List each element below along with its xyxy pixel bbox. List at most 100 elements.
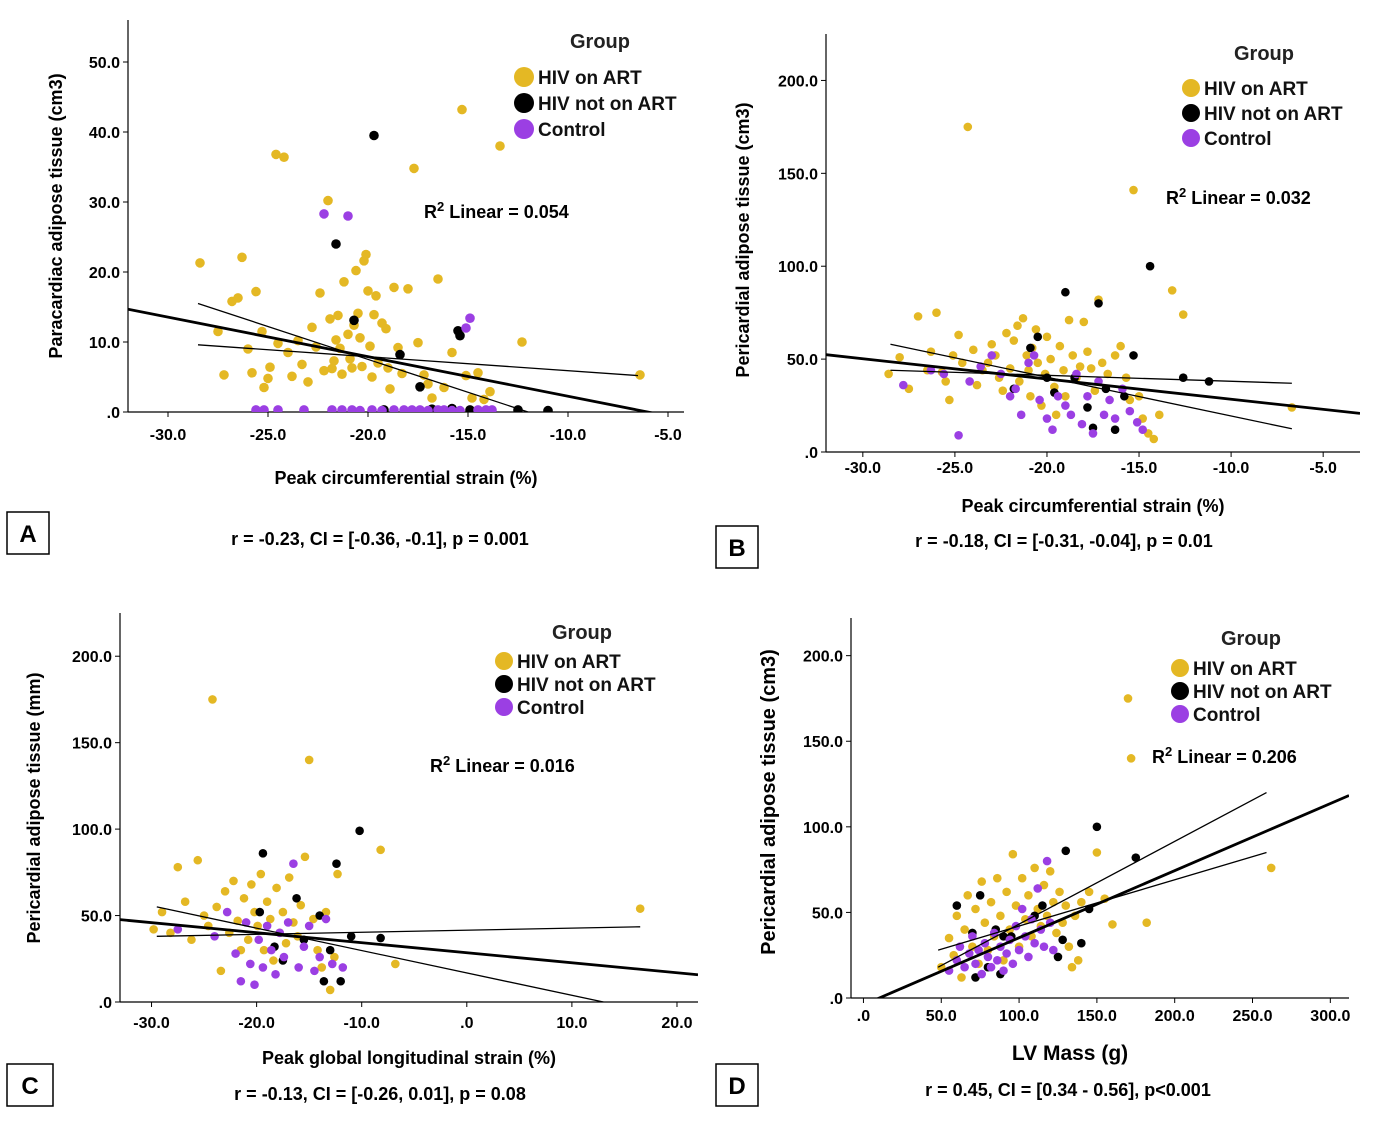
regression-line xyxy=(826,353,1360,415)
y-tick-label: 30.0 xyxy=(89,195,120,212)
data-point-hiv-on-art xyxy=(213,326,223,337)
data-point-hiv-on-art xyxy=(247,880,256,889)
data-point-hiv-not-on-art xyxy=(1110,425,1120,435)
legend-item-label: Control xyxy=(517,698,585,719)
data-point-control xyxy=(1008,959,1018,969)
data-point-hiv-on-art xyxy=(495,141,505,151)
data-point-control xyxy=(1105,395,1114,405)
data-point-control xyxy=(210,932,219,941)
data-point-hiv-on-art xyxy=(229,876,238,886)
data-point-control xyxy=(319,209,329,219)
data-point-hiv-on-art xyxy=(1042,332,1052,342)
legend-item-label: HIV not on ART xyxy=(1204,104,1343,125)
x-tick-label: .0 xyxy=(460,1015,473,1032)
x-axis-label: LV Mass (g) xyxy=(1012,1042,1128,1065)
data-point-control xyxy=(321,914,331,924)
data-point-control xyxy=(999,966,1008,975)
legend-item-label: HIV on ART xyxy=(538,68,642,89)
data-point-hiv-on-art xyxy=(998,386,1008,395)
legend-marker xyxy=(1182,79,1200,97)
data-point-hiv-on-art xyxy=(1068,351,1078,360)
data-point-control xyxy=(389,405,399,412)
legend: Group HIV on ART HIV not on ART Control xyxy=(514,31,677,141)
data-point-hiv-not-on-art xyxy=(292,893,301,903)
legend-item-label: HIV not on ART xyxy=(517,675,656,696)
data-point-hiv-on-art xyxy=(263,373,273,384)
data-point-control xyxy=(1066,410,1076,420)
data-point-control xyxy=(258,963,268,972)
data-point-hiv-on-art xyxy=(303,377,313,387)
data-point-hiv-on-art xyxy=(1061,901,1071,910)
r2-superscript: 2 xyxy=(1165,744,1172,759)
data-point-hiv-not-on-art xyxy=(1129,351,1138,360)
data-point-hiv-on-art xyxy=(279,152,289,162)
data-point-hiv-on-art xyxy=(347,363,357,373)
panel-letter-box xyxy=(6,1063,54,1107)
data-point-control xyxy=(347,405,357,412)
regression-line xyxy=(875,794,1349,998)
data-point-hiv-on-art xyxy=(941,377,950,386)
data-point-hiv-on-art xyxy=(1084,887,1094,897)
data-point-hiv-on-art xyxy=(259,945,269,955)
data-point-hiv-on-art xyxy=(1030,863,1039,873)
data-point-hiv-on-art xyxy=(325,985,335,995)
data-point-control xyxy=(1061,401,1070,410)
panel-c: -30.0 -20.0 -10.0 .0 10.0 20.0 .0 50.0 100.0 150.… xyxy=(6,613,698,1107)
data-point-hiv-on-art xyxy=(239,893,249,903)
legend-title: Group xyxy=(1234,43,1294,65)
data-point-hiv-not-on-art xyxy=(336,976,345,986)
r2-value: Linear = 0.016 xyxy=(450,756,575,776)
data-point-control xyxy=(1099,410,1109,420)
data-point-hiv-on-art xyxy=(1090,386,1100,395)
data-point-control xyxy=(231,949,240,958)
correlation-stats: r = -0.13, CI = [-0.26, 0.01], p = 0.08 xyxy=(234,1084,526,1104)
legend-item-label: HIV not on ART xyxy=(538,94,677,115)
data-point-hiv-not-on-art xyxy=(258,849,268,858)
data-point-control xyxy=(447,405,457,412)
data-point-hiv-on-art xyxy=(265,362,275,373)
x-tick-label: 200.0 xyxy=(1155,1008,1195,1025)
data-point-hiv-on-art xyxy=(317,963,327,972)
data-point-control xyxy=(977,969,987,979)
data-point-hiv-not-on-art xyxy=(349,315,359,326)
x-tick-label: -30.0 xyxy=(133,1015,170,1032)
data-point-hiv-on-art xyxy=(297,359,307,370)
data-point-hiv-on-art xyxy=(149,925,158,934)
data-point-control xyxy=(1005,391,1015,401)
data-point-hiv-on-art xyxy=(391,959,400,969)
data-point-hiv-on-art xyxy=(913,312,923,321)
data-point-control xyxy=(289,859,298,868)
data-point-control xyxy=(455,405,465,412)
data-point-hiv-on-art xyxy=(325,314,335,324)
data-point-hiv-on-art xyxy=(1116,341,1125,351)
data-point-hiv-on-art xyxy=(1142,918,1151,927)
data-point-control xyxy=(1029,351,1039,360)
ci-line-lower xyxy=(197,302,529,412)
data-point-hiv-not-on-art xyxy=(1061,287,1070,297)
data-point-hiv-on-art xyxy=(980,918,990,927)
x-tick-label: -10.0 xyxy=(550,427,587,444)
data-point-hiv-on-art xyxy=(157,907,167,917)
x-tick-label: 20.0 xyxy=(661,1015,692,1032)
x-axis-label: Peak global longitudinal strain (%) xyxy=(262,1048,556,1068)
data-point-hiv-on-art xyxy=(361,249,371,260)
ci-line-upper xyxy=(197,344,639,377)
x-tick-label: -20.0 xyxy=(238,1015,275,1032)
data-point-hiv-on-art xyxy=(1018,313,1028,323)
data-point-control xyxy=(954,430,963,440)
data-point-hiv-on-art xyxy=(1024,890,1033,900)
data-point-hiv-on-art xyxy=(1097,358,1107,368)
data-point-hiv-on-art xyxy=(1017,873,1027,883)
y-tick-label: 20.0 xyxy=(89,265,120,282)
data-point-hiv-on-art xyxy=(369,309,379,320)
data-point-hiv-on-art xyxy=(1002,328,1011,338)
data-point-hiv-on-art xyxy=(243,935,253,945)
data-point-control xyxy=(960,962,969,972)
data-point-hiv-on-art xyxy=(212,902,221,912)
data-point-hiv-on-art xyxy=(884,369,893,379)
data-point-hiv-on-art xyxy=(309,914,318,924)
data-point-hiv-on-art xyxy=(278,907,288,917)
data-point-hiv-on-art xyxy=(945,395,954,405)
y-tick-label: 150.0 xyxy=(72,736,112,753)
data-point-hiv-on-art xyxy=(485,386,495,397)
